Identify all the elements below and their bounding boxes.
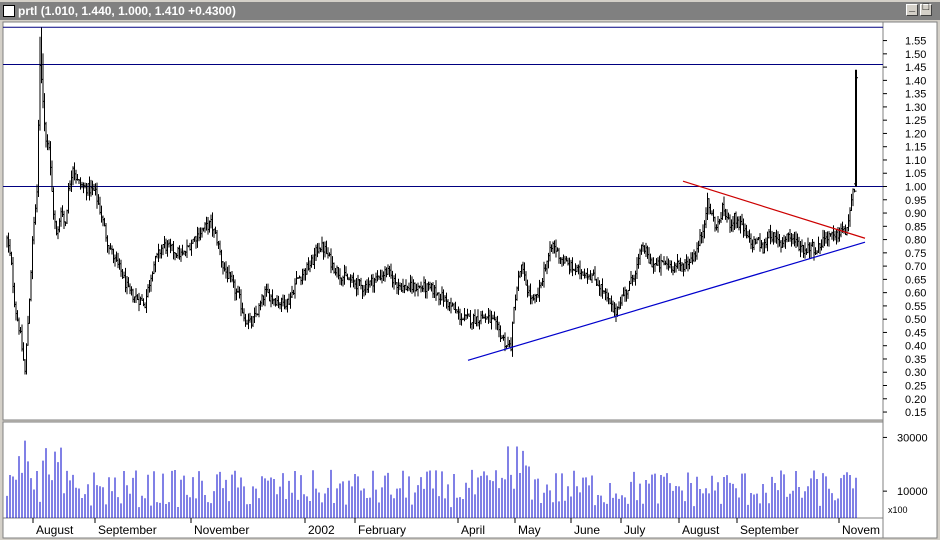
horizontal-lines [3,26,883,188]
price-tick-label: 1.40 [905,75,926,87]
volume-axis: 30000 10000 x100 [883,432,928,515]
ohlc-readout: (1.010, 1.440, 1.000, 1.410 +0.4300) [40,4,236,18]
price-tick-label: 1.00 [905,182,926,194]
time-axis: August September November 2002 February April… [32,518,880,537]
maximize-button[interactable]: □ [920,1,932,16]
y-axis-strip [882,21,938,539]
price-tick-label: 0.15 [905,407,926,419]
time-tick-label: June [574,523,600,537]
price-tick-label: 0.35 [905,354,926,366]
price-tick-label: 1.15 [905,142,926,154]
time-tick-label: Novem [842,523,880,537]
price-tick-label: 1.30 [905,102,926,114]
price-tick-label: 1.35 [905,89,926,101]
price-tick-label: 0.90 [905,208,926,220]
price-tick-label: 0.95 [905,195,926,207]
price-tick-label: 1.50 [905,49,926,61]
price-tick-label: 0.80 [905,235,926,247]
support-trendline [467,241,866,361]
price-tick-label: 1.25 [905,115,926,127]
price-tick-label: 0.45 [905,327,926,339]
price-tick-label: 0.30 [905,367,926,379]
price-tick-label: 0.65 [905,274,926,286]
price-tick-label: 0.70 [905,261,926,273]
title-bar: prtl (1.010, 1.440, 1.000, 1.410 +0.4300… [0,1,940,20]
price-bars [6,27,858,375]
price-tick-label: 1.05 [905,168,926,180]
price-tick-label: 0.50 [905,314,926,326]
maximize-icon: □ [922,1,930,13]
price-tick-label: 1.45 [905,62,926,74]
time-tick-label: 2002 [308,523,335,537]
time-tick-label: September [740,523,799,537]
time-tick-label: April [461,523,485,537]
window-title: prtl (1.010, 1.440, 1.000, 1.410 +0.4300… [18,4,236,18]
trendlines [467,180,866,361]
time-tick-label: July [624,523,645,537]
minimize-icon: _ [908,1,916,13]
price-chart-area: 0.150.200.25 0.300.350.40 0.450.500.550.60… [2,21,938,539]
price-tick-label: 0.20 [905,394,926,406]
price-tick-label: 1.20 [905,128,926,140]
price-tick-label: 1.55 [905,36,926,48]
time-tick-label: August [682,523,720,537]
price-tick-label: 0.60 [905,288,926,300]
time-tick-label: May [518,523,541,537]
volume-tick-label: 30000 [897,432,928,444]
resistance-trendline [682,180,866,239]
volume-multiplier-label: x100 [888,505,908,515]
time-tick-label: November [194,523,249,537]
price-panel [2,21,884,421]
window-menu-icon[interactable] [3,5,15,17]
symbol-name: prtl [18,4,38,18]
volume-bars [6,440,857,518]
price-tick-label: 0.40 [905,341,926,353]
time-tick-label: February [358,523,406,537]
price-tick-label: 0.75 [905,248,926,260]
price-tick-label: 0.25 [905,381,926,393]
price-tick-label: 1.10 [905,155,926,167]
price-tick-label: 0.85 [905,221,926,233]
price-tick-label: 0.55 [905,301,926,313]
time-tick-label: August [36,523,74,537]
volume-tick-label: 10000 [897,486,928,498]
price-axis: 0.150.200.25 0.300.350.40 0.450.500.550.60… [883,36,926,419]
minimize-button[interactable]: _ [906,1,918,16]
time-tick-label: September [98,523,157,537]
